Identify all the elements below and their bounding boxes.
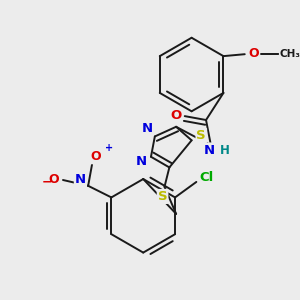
Text: N: N	[203, 143, 214, 157]
Text: Cl: Cl	[199, 171, 213, 184]
Text: N: N	[142, 122, 153, 135]
Text: O: O	[248, 47, 259, 60]
Text: S: S	[158, 190, 167, 203]
Text: +: +	[105, 143, 113, 153]
Text: N: N	[136, 155, 147, 168]
Text: O: O	[170, 109, 182, 122]
Text: N: N	[75, 173, 86, 187]
Text: S: S	[196, 129, 206, 142]
Text: −: −	[42, 176, 52, 189]
Text: H: H	[220, 143, 230, 157]
Text: CH₃: CH₃	[280, 49, 300, 59]
Text: O: O	[48, 172, 58, 185]
Text: O: O	[91, 150, 101, 163]
